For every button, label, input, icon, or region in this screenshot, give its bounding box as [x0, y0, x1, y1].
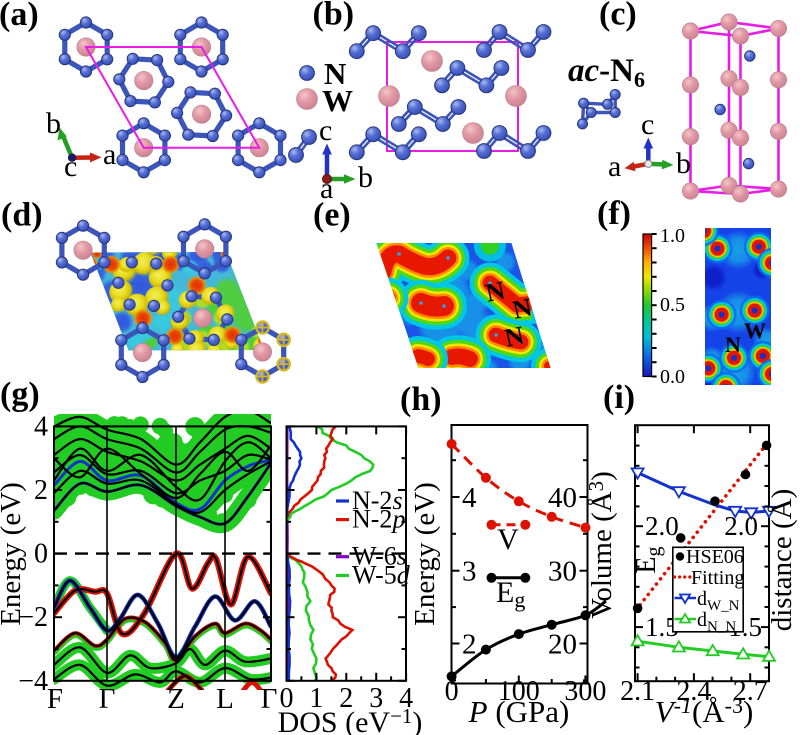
svg-text:(a): (a)	[0, 0, 39, 33]
svg-text:a: a	[320, 172, 333, 205]
svg-text:4: 4	[462, 482, 477, 514]
svg-text:b: b	[676, 147, 691, 180]
svg-text:W: W	[744, 318, 766, 343]
svg-text:V-1(Å-3): V-1(Å-3)	[655, 693, 754, 729]
svg-text:HSE06: HSE06	[686, 546, 744, 568]
svg-text:300: 300	[564, 676, 606, 707]
svg-text:−4: −4	[18, 666, 48, 697]
svg-text:P (GPa): P (GPa)	[468, 694, 570, 729]
svg-text:0: 0	[34, 539, 48, 570]
svg-text:0.0: 0.0	[660, 366, 685, 388]
svg-text:2.1: 2.1	[620, 676, 655, 707]
svg-text:Γ: Γ	[261, 683, 278, 715]
svg-text:F: F	[47, 683, 63, 715]
svg-text:0.5: 0.5	[660, 294, 685, 316]
svg-text:Eg: Eg	[631, 546, 665, 573]
svg-text:N: N	[725, 332, 741, 357]
svg-text:2.0: 2.0	[645, 511, 679, 541]
svg-text:(g): (g)	[0, 376, 40, 413]
svg-text:2.4: 2.4	[676, 676, 711, 707]
svg-text:W-5d: W-5d	[352, 561, 411, 590]
svg-text:Z: Z	[167, 683, 185, 715]
svg-text:V: V	[497, 523, 519, 556]
svg-text:N-2p: N-2p	[352, 505, 405, 534]
svg-text:0: 0	[280, 683, 294, 714]
svg-text:c: c	[319, 114, 332, 147]
svg-text:a: a	[608, 150, 621, 183]
svg-text:20: 20	[548, 629, 577, 661]
svg-text:W: W	[322, 83, 353, 118]
svg-text:2: 2	[462, 629, 477, 661]
svg-text:Eg: Eg	[496, 576, 525, 612]
svg-text:1.0: 1.0	[660, 225, 685, 247]
svg-text:4: 4	[34, 411, 48, 442]
svg-text:Energy (eV): Energy (eV)	[0, 482, 27, 626]
svg-text:(f): (f)	[597, 195, 631, 232]
svg-text:ac-N6: ac-N6	[568, 53, 645, 92]
svg-text:40: 40	[548, 482, 577, 514]
svg-text:(h): (h)	[400, 381, 442, 418]
svg-text:30: 30	[548, 556, 577, 588]
svg-text:N: N	[324, 56, 346, 91]
svg-text:a: a	[103, 138, 116, 171]
svg-text:Γ: Γ	[99, 683, 116, 715]
svg-text:L: L	[216, 683, 234, 715]
svg-text:−2: −2	[18, 602, 48, 633]
svg-text:c: c	[641, 108, 654, 141]
svg-text:(e): (e)	[313, 197, 351, 234]
svg-text:c: c	[64, 150, 77, 183]
svg-text:(b): (b)	[313, 0, 355, 33]
svg-text:3: 3	[369, 683, 383, 714]
svg-text:(i): (i)	[603, 379, 635, 416]
svg-text:3: 3	[462, 556, 477, 588]
svg-text:0: 0	[445, 676, 459, 707]
svg-text:Fitting: Fitting	[691, 567, 744, 589]
svg-text:N-2s: N-2s	[352, 486, 403, 515]
svg-text:100: 100	[498, 676, 540, 707]
svg-text:distance (Å): distance (Å)	[766, 489, 798, 632]
svg-text:2.7: 2.7	[733, 676, 768, 707]
svg-text:2: 2	[339, 683, 353, 714]
svg-text:DOS (eV−1): DOS (eV−1)	[278, 704, 423, 735]
svg-text:W-6s: W-6s	[352, 542, 407, 571]
svg-text:4: 4	[399, 683, 413, 714]
svg-text:(c): (c)	[599, 0, 637, 33]
svg-text:(d): (d)	[1, 197, 43, 234]
svg-text:1: 1	[309, 683, 323, 714]
svg-text:b: b	[46, 107, 61, 140]
svg-text:2: 2	[34, 475, 48, 506]
svg-text:b: b	[358, 161, 373, 194]
svg-text:Energy (eV): Energy (eV)	[409, 482, 441, 626]
svg-text:2.0: 2.0	[724, 511, 758, 541]
svg-text:Volume (Å3): Volume (Å3)	[584, 471, 618, 619]
